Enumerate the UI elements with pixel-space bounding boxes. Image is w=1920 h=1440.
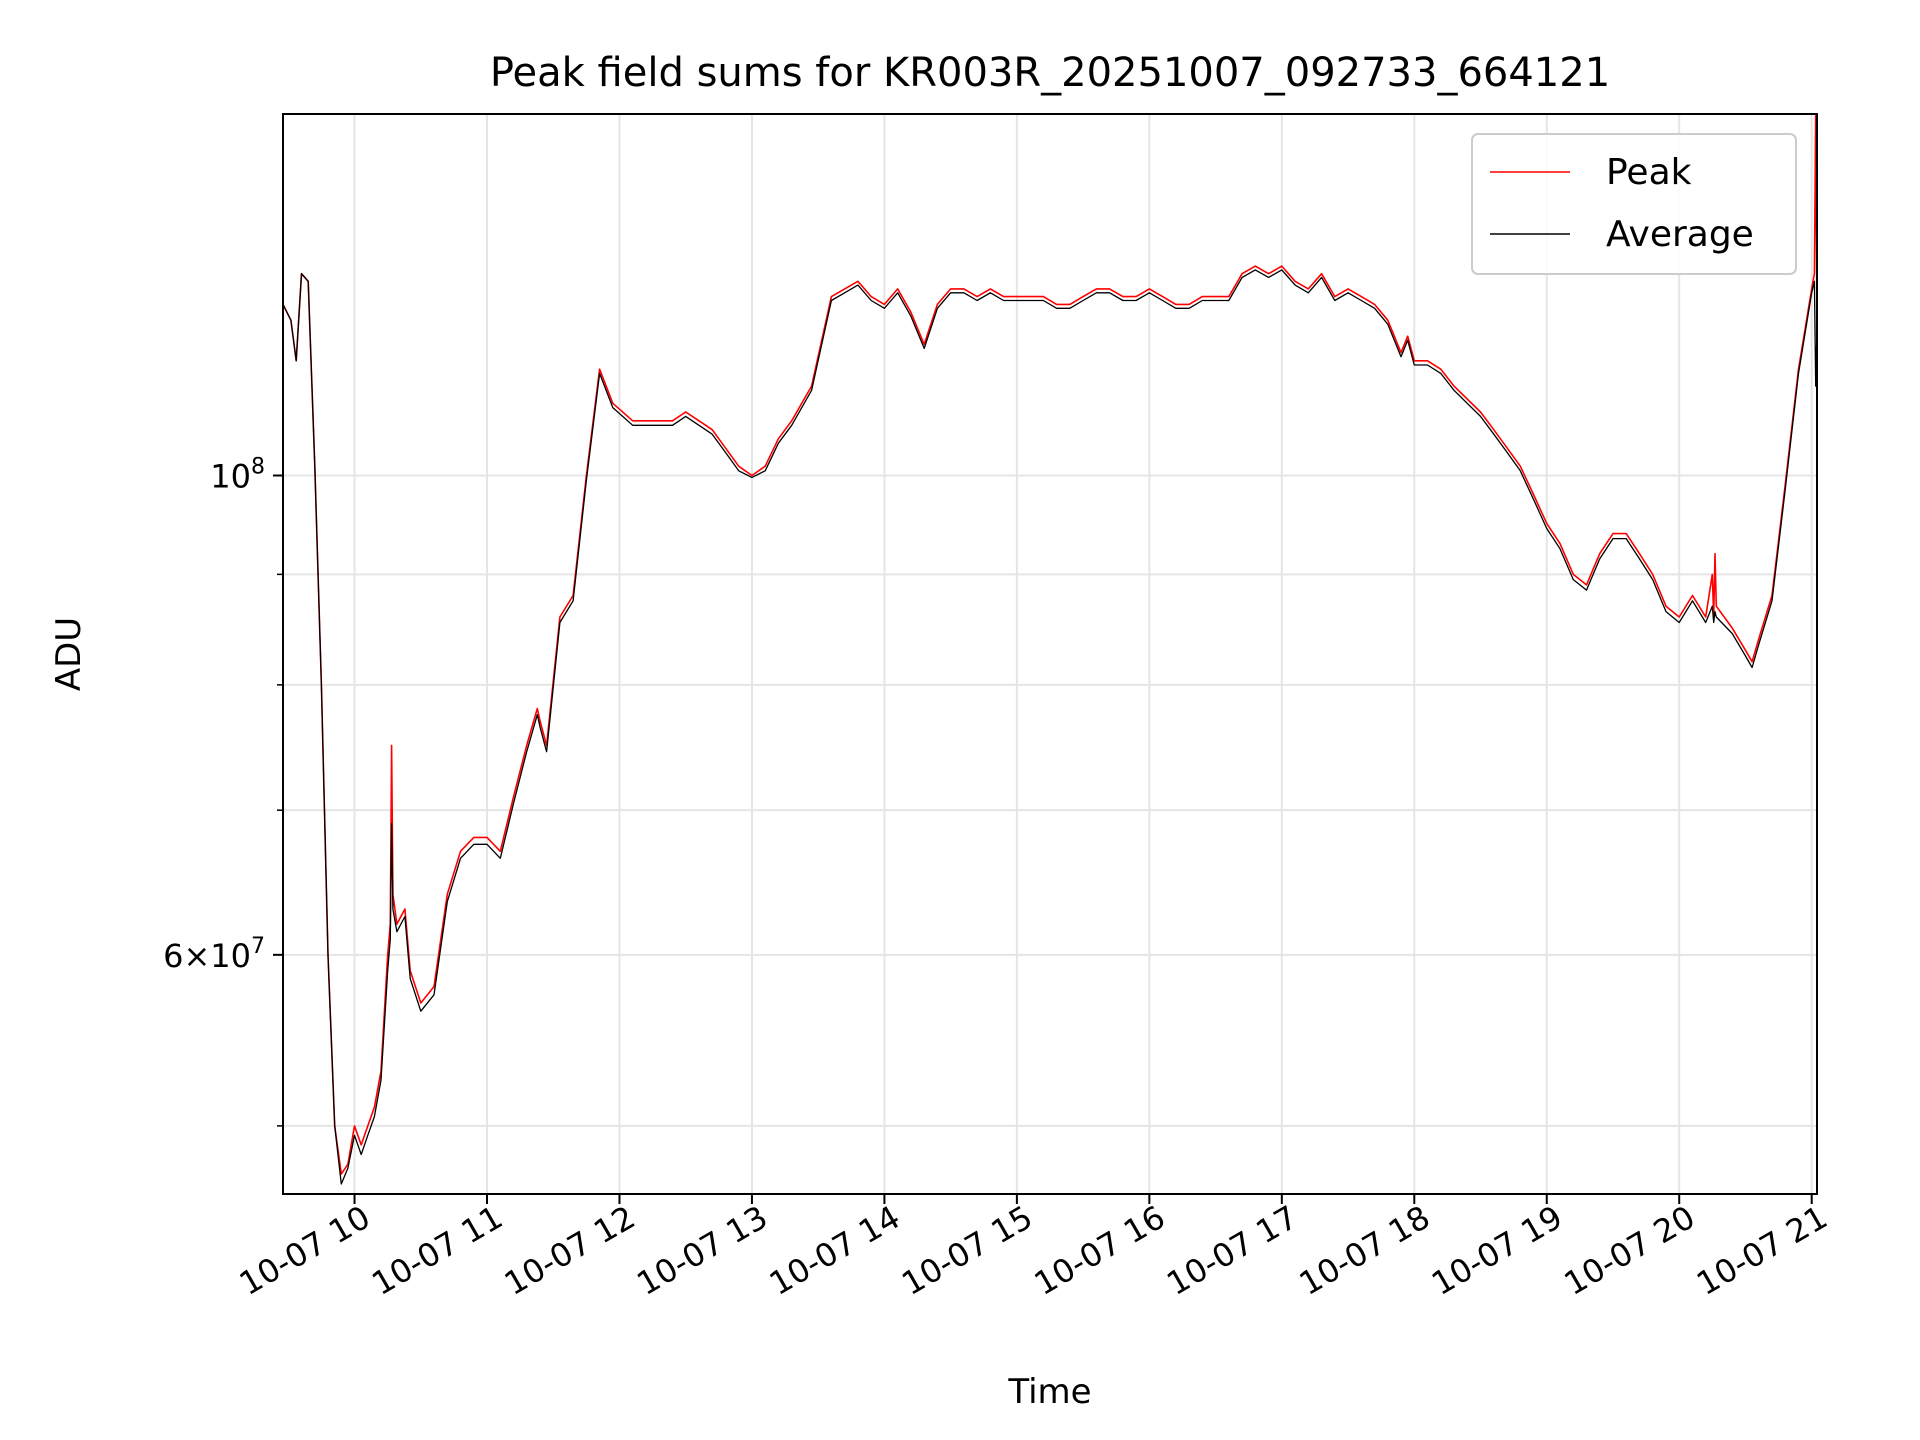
y-tick-mantissa: 6 [163,937,183,975]
x-axis-title: Time [1007,1372,1091,1412]
grid [283,114,1817,1194]
plot-frame [282,113,1818,1195]
y-tick-exponent: 8 [251,455,265,480]
y-axis-title: ADU [49,617,89,691]
y-tick-label: 6×107 [163,934,265,975]
legend-label-average: Average [1606,214,1754,255]
chart-title: Peak field sums for KR003R_20251007_0927… [490,50,1610,96]
legend-box [1471,133,1797,275]
series-layer [282,113,1818,1185]
y-tick-label: 108 [210,455,265,496]
legend-label-peak: Peak [1606,152,1692,193]
series-line-peak [282,113,1818,1175]
y-tick-exponent: 7 [251,934,265,959]
series-line-average [282,269,1818,1185]
legend: Peak Average [1471,133,1797,275]
